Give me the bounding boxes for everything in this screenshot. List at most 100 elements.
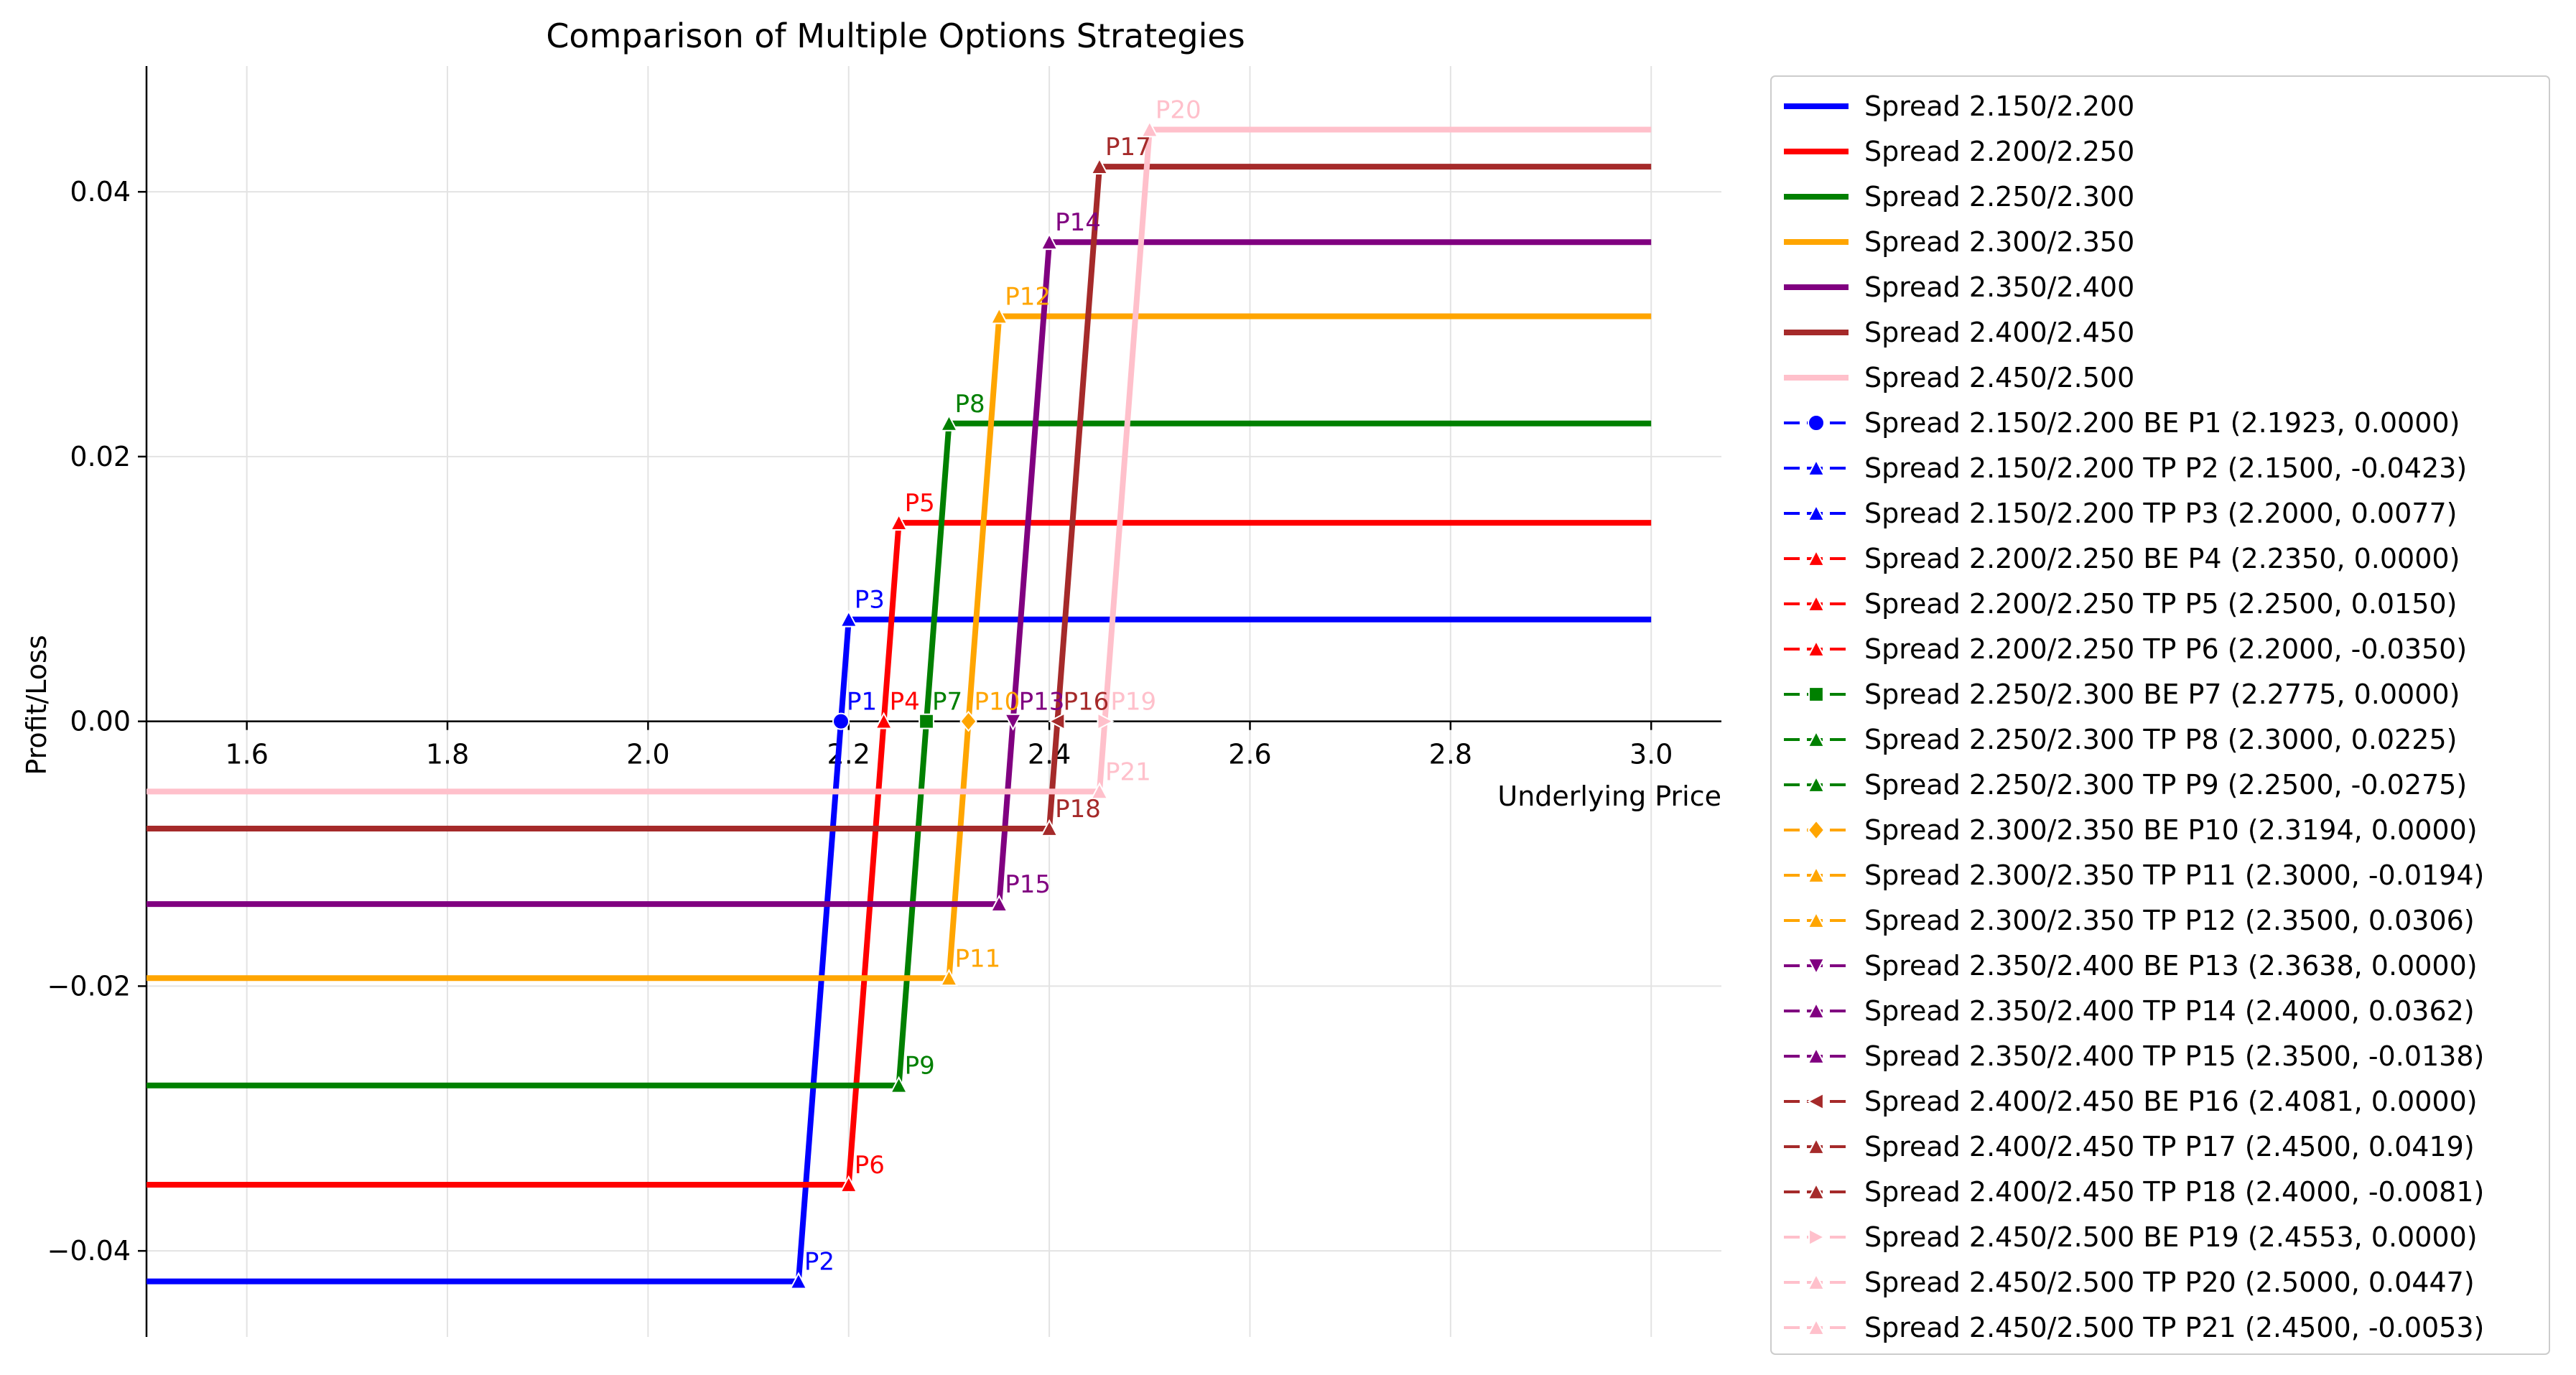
y-tick-label: −0.04: [47, 1235, 131, 1267]
legend-point-label: Spread 2.150/2.200 TP P2 (2.1500, -0.042…: [1864, 452, 2467, 484]
point-marker: [1807, 1001, 1826, 1019]
point-marker: [1807, 639, 1826, 657]
point-marker: [789, 1272, 808, 1290]
legend-point-label: Spread 2.200/2.250 TP P6 (2.2000, -0.035…: [1864, 633, 2467, 665]
point-label: P14: [1055, 208, 1101, 237]
series-line: [147, 313, 1652, 982]
point-marker: [1807, 819, 1826, 841]
point-marker: [1807, 1318, 1826, 1336]
point-marker: [1090, 157, 1109, 175]
x-tick-label: 2.2: [827, 739, 870, 770]
point-marker: [1807, 1137, 1826, 1155]
legend-point-label: Spread 2.350/2.400 TP P15 (2.3500, -0.01…: [1864, 1040, 2484, 1072]
legend-box: [1770, 75, 2550, 1355]
point-marker: [959, 710, 977, 732]
x-tick-label: 2.4: [1028, 739, 1071, 770]
point-marker: [1040, 819, 1059, 836]
series-line: [147, 164, 1652, 831]
point-label: P8: [954, 390, 985, 419]
point-marker: [939, 969, 959, 987]
series-line: [147, 420, 1652, 1089]
legend-point-label: Spread 2.450/2.500 BE P19 (2.4553, 0.000…: [1864, 1221, 2478, 1253]
point-marker: [1807, 1182, 1826, 1200]
point-marker: [1807, 1046, 1826, 1064]
point-marker: [1140, 120, 1159, 138]
point-label: P20: [1156, 96, 1201, 125]
point-marker: [1040, 233, 1059, 251]
point-label: P13: [1019, 688, 1065, 717]
series-line: [147, 616, 1652, 1285]
point-marker: [990, 307, 1008, 325]
point-label: P9: [905, 1052, 935, 1081]
point-label: P5: [905, 489, 935, 518]
legend-point-label: Spread 2.300/2.350 TP P11 (2.3000, -0.01…: [1864, 859, 2484, 891]
point-label: P18: [1055, 795, 1101, 824]
point-marker: [1807, 549, 1826, 567]
legend-point-label: Spread 2.200/2.250 TP P5 (2.2500, 0.0150…: [1864, 588, 2457, 620]
legend-point-label: Spread 2.400/2.450 TP P17 (2.4500, 0.041…: [1864, 1131, 2475, 1162]
legend-series-label: Spread 2.150/2.200: [1864, 90, 2134, 122]
legend-series-label: Spread 2.350/2.400: [1864, 271, 2134, 303]
x-tick-label: 2.6: [1228, 739, 1271, 770]
point-marker: [840, 1175, 858, 1193]
point-marker: [1807, 775, 1826, 793]
chart-title: Comparison of Multiple Options Strategie…: [546, 17, 1245, 55]
legend-point-label: Spread 2.400/2.450 TP P18 (2.4000, -0.00…: [1864, 1176, 2484, 1208]
point-marker: [1807, 958, 1826, 976]
x-tick-label: 2.0: [626, 739, 669, 770]
x-tick-label: 3.0: [1629, 739, 1673, 770]
point-marker: [1807, 503, 1826, 521]
x-tick-label: 1.6: [225, 739, 268, 770]
legend-series-label: Spread 2.450/2.500: [1864, 362, 2134, 393]
point-marker: [1807, 458, 1826, 476]
point-marker: [889, 513, 908, 531]
point-label: P1: [847, 688, 877, 717]
x-axis-label: Underlying Price: [1497, 780, 1721, 812]
legend-series-label: Spread 2.300/2.350: [1864, 226, 2134, 258]
point-marker: [1003, 713, 1023, 731]
point-label: P7: [932, 688, 962, 717]
legend-point-label: Spread 2.350/2.400 TP P14 (2.4000, 0.036…: [1864, 995, 2475, 1027]
series-line: [147, 126, 1652, 795]
point-label: P3: [855, 586, 885, 615]
point-marker: [1808, 1228, 1826, 1246]
point-marker: [1808, 686, 1824, 702]
legend-series-label: Spread 2.400/2.450: [1864, 317, 2134, 348]
point-label: P19: [1110, 688, 1156, 717]
legend-point-label: Spread 2.250/2.300 TP P9 (2.2500, -0.027…: [1864, 769, 2467, 801]
legend-point-label: Spread 2.150/2.200 TP P3 (2.2000, 0.0077…: [1864, 498, 2457, 529]
point-marker: [889, 1076, 908, 1094]
point-marker: [1806, 1092, 1824, 1111]
point-label: P2: [804, 1248, 834, 1277]
series-line: [147, 239, 1652, 908]
point-label: P15: [1005, 870, 1051, 899]
legend: Spread 2.150/2.200 Spread 2.200/2.250 Spre…: [1770, 75, 2550, 1355]
y-tick-label: 0.02: [70, 441, 131, 472]
legend-point-label: Spread 2.150/2.200 BE P1 (2.1923, 0.0000…: [1864, 407, 2460, 439]
legend-point-label: Spread 2.250/2.300 TP P8 (2.3000, 0.0225…: [1864, 724, 2457, 755]
series-line: [147, 520, 1652, 1188]
point-marker: [919, 713, 934, 730]
legend-series-label: Spread 2.200/2.250: [1864, 136, 2134, 167]
legend-series-label: Spread 2.250/2.300: [1864, 181, 2134, 213]
point-label: P6: [855, 1151, 885, 1180]
point-label: P21: [1105, 758, 1151, 786]
legend-point-label: Spread 2.350/2.400 BE P13 (2.3638, 0.000…: [1864, 950, 2478, 982]
point-marker: [939, 414, 959, 432]
point-marker: [1090, 782, 1109, 800]
point-marker: [1807, 1272, 1826, 1290]
point-marker: [1807, 594, 1826, 612]
point-label: P10: [975, 688, 1020, 717]
series-lines: [147, 126, 1652, 1285]
point-label: P4: [890, 688, 920, 717]
x-tick-label: 2.8: [1429, 739, 1472, 770]
legend-point-label: Spread 2.300/2.350 BE P10 (2.3194, 0.000…: [1864, 814, 2478, 846]
point-marker: [1807, 865, 1826, 883]
point-labels: P1P2P3P4P5P6P7P8P9P10P11P12P13P14P15P16P…: [804, 96, 1201, 1277]
y-axis-label: Profit/Loss: [21, 635, 52, 775]
y-tick-label: −0.02: [47, 970, 131, 1002]
legend-point-label: Spread 2.250/2.300 BE P7 (2.2775, 0.0000…: [1864, 679, 2460, 710]
point-marker: [832, 712, 850, 730]
point-marker: [990, 894, 1008, 912]
